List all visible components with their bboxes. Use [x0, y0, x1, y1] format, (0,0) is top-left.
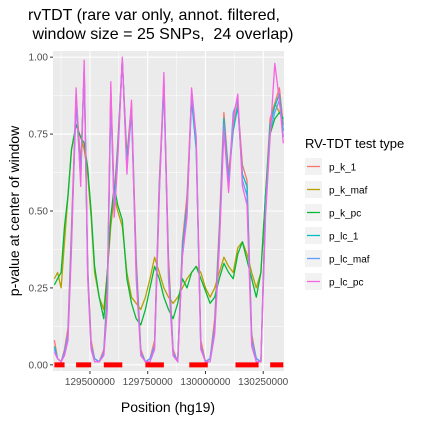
y-tick-label: 0.50: [29, 207, 49, 218]
legend-label-p-lc-1: p_lc_1: [329, 232, 359, 243]
chart-title-line-2: window size = 25 SNPs, 24 overlap): [28, 26, 293, 43]
legend-label-p-k-pc: p_k_pc: [329, 209, 361, 220]
legend-label-p-k-1: p_k_1: [329, 163, 357, 174]
y-axis: 0.00 0.25 0.50 0.75 1.00: [29, 53, 53, 371]
legend: RV-TDT test type p_k_1 p_k_maf p_k_pc p_lc_…: [305, 136, 404, 290]
series-layer: [53, 56, 284, 363]
x-tick-label: 130250000: [238, 377, 288, 388]
legend-label-p-k-maf: p_k_maf: [329, 186, 368, 197]
y-axis-title: p-value at center of window: [6, 125, 22, 296]
x-tick-label: 129500000: [65, 377, 115, 388]
y-tick-label: 0.25: [29, 283, 49, 294]
legend-items: p_k_1 p_k_maf p_k_pc p_lc_1 p_lc_maf p_lc_pc: [305, 158, 370, 290]
series-line-p-k-pc: [53, 111, 284, 326]
chart-title-line-1: rvTDT (rare var only, annot. filtered,: [28, 7, 280, 24]
x-axis: 129500000 129750000 130000000 130250000: [65, 371, 289, 388]
y-tick-label: 1.00: [29, 53, 49, 64]
y-tick-label: 0.00: [29, 360, 49, 371]
x-tick-label: 130000000: [180, 377, 230, 388]
series-line-p-lc-pc: [53, 56, 284, 363]
legend-label-p-lc-maf: p_lc_maf: [329, 255, 370, 266]
legend-title: RV-TDT test type: [305, 136, 404, 151]
x-tick-label: 129750000: [123, 377, 173, 388]
legend-label-p-lc-pc: p_lc_pc: [329, 278, 363, 289]
x-axis-title: Position (hg19): [121, 399, 215, 415]
y-tick-label: 0.75: [29, 130, 49, 141]
